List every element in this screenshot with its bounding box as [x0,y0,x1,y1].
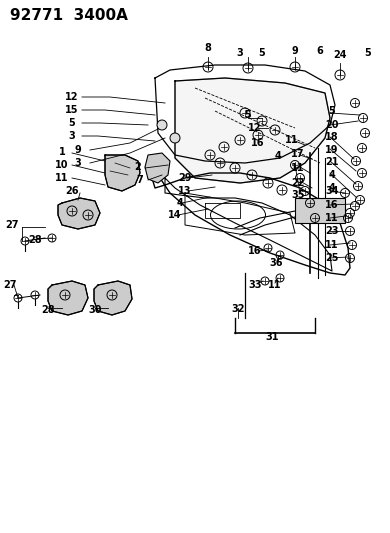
Text: 23: 23 [325,226,339,236]
Polygon shape [58,198,100,229]
Text: 5: 5 [245,110,252,120]
Text: 11: 11 [55,173,69,183]
Text: 24: 24 [333,50,347,60]
Text: 27: 27 [5,220,19,230]
Text: 92771  3400A: 92771 3400A [10,8,128,23]
Text: 22: 22 [291,178,305,188]
Text: 11: 11 [325,213,339,223]
Text: 7: 7 [136,175,144,185]
Text: 4: 4 [275,151,281,161]
Polygon shape [145,153,170,183]
Polygon shape [175,78,330,183]
Polygon shape [295,198,345,223]
Polygon shape [94,281,132,315]
Text: 18: 18 [325,132,339,142]
Text: 28: 28 [28,235,42,245]
Text: 4: 4 [329,170,335,180]
Text: 16: 16 [325,200,339,210]
Text: 3: 3 [69,131,75,141]
Text: 11: 11 [291,163,305,173]
Text: 5: 5 [69,118,75,128]
Text: 25: 25 [325,253,339,263]
Text: 9: 9 [292,46,298,56]
Text: 27: 27 [3,280,17,290]
Text: 15: 15 [65,105,79,115]
Polygon shape [105,155,140,191]
Text: 29: 29 [178,173,192,183]
Text: 8: 8 [205,43,211,53]
Text: 31: 31 [265,332,279,342]
Text: 14: 14 [168,210,182,220]
Text: 34: 34 [325,186,339,196]
Text: 5: 5 [329,106,335,116]
Text: 12: 12 [248,123,262,133]
Text: 3: 3 [74,158,82,168]
Text: 20: 20 [325,120,339,130]
Text: 11: 11 [285,135,299,145]
Text: 12: 12 [65,92,79,102]
Text: 35: 35 [291,190,305,200]
Circle shape [170,133,180,143]
Text: 17: 17 [291,149,305,159]
Text: 1: 1 [58,147,66,157]
Text: 5: 5 [259,48,265,58]
Text: 10: 10 [55,160,69,170]
Text: 21: 21 [325,157,339,167]
Text: 28: 28 [41,305,55,315]
Text: 5: 5 [365,48,371,58]
Text: 33: 33 [248,280,262,290]
Text: 9: 9 [74,145,82,155]
Text: 32: 32 [231,304,245,314]
Text: 3: 3 [237,48,243,58]
Text: 16: 16 [248,246,262,256]
Text: 11: 11 [268,280,282,290]
Text: 11: 11 [325,240,339,250]
Circle shape [157,120,167,130]
Text: 16: 16 [251,138,265,148]
Text: 30: 30 [88,305,102,315]
Text: 6: 6 [317,46,323,56]
Text: 2: 2 [135,162,141,172]
Text: 19: 19 [325,145,339,155]
Text: 36: 36 [269,258,283,268]
Text: 4: 4 [329,183,335,193]
Text: 26: 26 [65,186,79,196]
Text: 4: 4 [177,198,183,208]
Polygon shape [48,281,88,315]
Text: 13: 13 [178,186,192,196]
